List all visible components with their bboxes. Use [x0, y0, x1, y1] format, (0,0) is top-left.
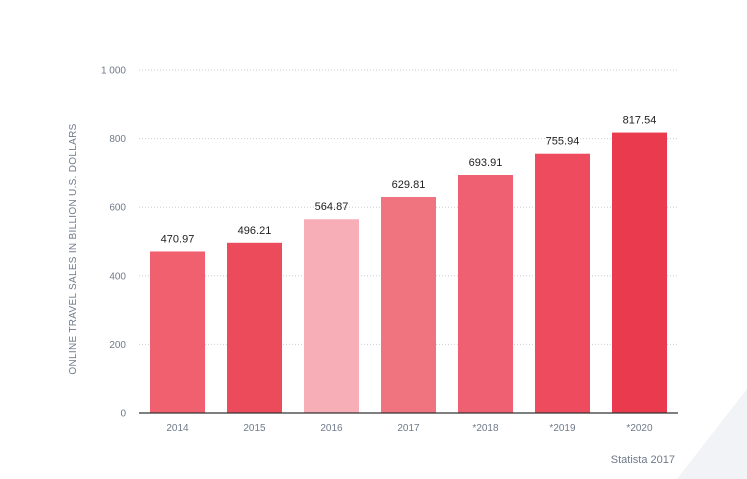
y-tick-label: 1 000 [101, 66, 126, 77]
x-tick-label: *2018 [472, 423, 499, 434]
data-label: 629.81 [392, 179, 426, 191]
x-tick-label: 2017 [397, 423, 420, 434]
y-tick-label: 800 [109, 134, 126, 145]
data-label: 564.87 [315, 201, 349, 213]
x-tick-label: 2016 [320, 423, 343, 434]
source-label: Statista 2017 [610, 454, 675, 466]
y-tick-label: 400 [109, 271, 126, 282]
y-tick-label: 600 [109, 203, 126, 214]
bar [381, 196, 436, 413]
x-tick-label: 2014 [166, 423, 189, 434]
data-label: 496.21 [238, 225, 272, 237]
y-tick-label: 200 [109, 340, 126, 351]
y-tick-label: 0 [120, 409, 126, 420]
bar [612, 132, 667, 413]
x-tick-label: *2020 [626, 423, 653, 434]
data-label: 470.97 [161, 233, 195, 245]
x-tick-label: 2015 [243, 423, 266, 434]
bar [227, 242, 282, 413]
background-corner-shape [677, 389, 747, 479]
x-tick-label: *2019 [549, 423, 576, 434]
data-label: 693.91 [469, 157, 503, 169]
bar [535, 153, 590, 413]
bar [304, 219, 359, 413]
data-label: 817.54 [623, 115, 657, 127]
data-label: 755.94 [546, 136, 580, 148]
bar [458, 174, 513, 413]
y-axis-label: ONLINE TRAVEL SALES IN BILLION U.S. DOLL… [68, 123, 79, 374]
bar [150, 251, 205, 413]
